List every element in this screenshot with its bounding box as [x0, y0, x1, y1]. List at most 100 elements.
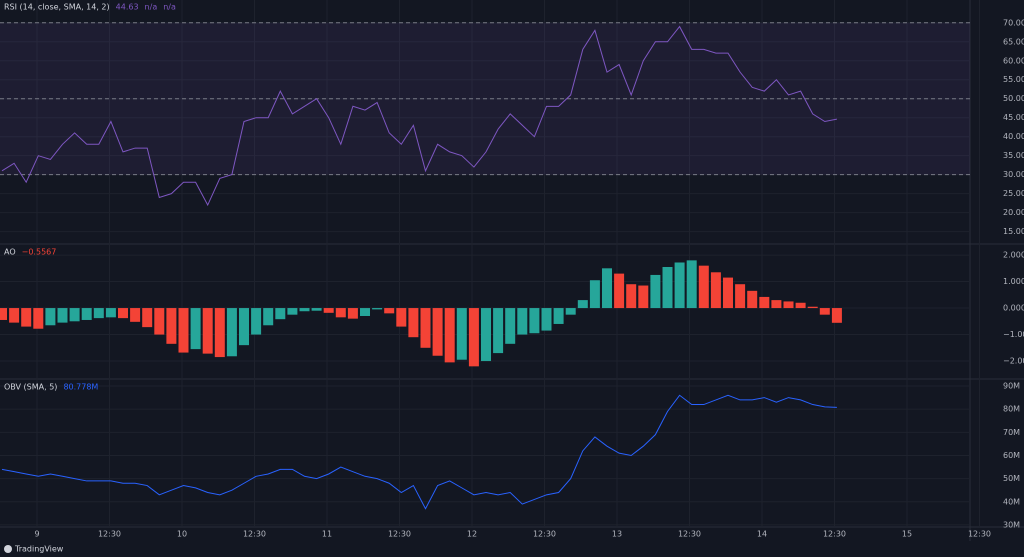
ao-bar [468, 308, 479, 367]
ao-bar [118, 308, 128, 319]
ao-bar [698, 265, 709, 309]
x-tick-label: 15 [902, 530, 912, 539]
ao-bar [650, 274, 661, 309]
ao-bar [263, 308, 274, 326]
y-tick-label: 60M [1003, 451, 1020, 460]
ao-bar [178, 308, 189, 353]
ao-bar [456, 308, 467, 360]
y-tick-label: 30.00 [1003, 170, 1024, 179]
ao-bar [602, 268, 612, 309]
y-tick-label: 25.00 [1003, 189, 1024, 198]
x-tick-label: 12:30 [243, 530, 266, 539]
series-line [1, 394, 837, 510]
legend-title: RSI (14, close, SMA, 14, 2) [4, 3, 110, 12]
ao-bar [771, 300, 782, 309]
ao-bar [819, 308, 830, 315]
ao-bar [541, 308, 552, 331]
ao-bar [142, 308, 153, 328]
ao-bar [347, 308, 358, 319]
ao-bar [553, 308, 564, 324]
ao-bar [81, 308, 92, 320]
ao-bar [130, 308, 141, 322]
ao-bar [674, 262, 685, 309]
ao-bar [0, 308, 7, 320]
y-tick-label: 45.00 [1003, 113, 1024, 122]
ao-bar [372, 308, 383, 310]
ao-bar [408, 308, 419, 338]
y-tick-label: 80M [1003, 405, 1020, 414]
ao-bar [517, 308, 528, 335]
legend-title: OBV (SMA, 5) [4, 383, 57, 392]
ao-bar [57, 308, 68, 323]
ao-bar [9, 308, 20, 323]
legend-title: AO [4, 248, 16, 257]
x-tick-label: 12:30 [968, 530, 991, 539]
y-tick-label: 50M [1003, 474, 1020, 483]
ao-bar [335, 308, 346, 318]
ao-bar [166, 308, 177, 344]
y-tick-label: 55.00 [1003, 75, 1024, 84]
ao-bar [420, 308, 431, 348]
ao-bar [93, 308, 104, 319]
y-tick-label: 90M [1003, 382, 1020, 391]
ao-bar [662, 266, 673, 309]
legend-value: 44.63 [116, 3, 139, 12]
ao-bar [783, 301, 794, 309]
series-line [1, 25, 837, 207]
y-tick-label: 70.00 [1003, 18, 1024, 27]
x-tick-label: 12:30 [823, 530, 846, 539]
x-tick-label: 10 [177, 530, 187, 539]
x-tick-label: 12:30 [533, 530, 556, 539]
legend-value: 80.778M [63, 383, 98, 392]
x-tick-label: 12 [467, 530, 477, 539]
ao-bar [287, 308, 298, 315]
ao-bar [105, 308, 116, 318]
x-tick-label: 11 [322, 530, 332, 539]
y-tick-label: 50.00 [1003, 94, 1024, 103]
x-tick-label: 12:30 [678, 530, 701, 539]
ao-bar [565, 308, 576, 315]
ao-bar [747, 290, 758, 309]
brand-logo [4, 545, 12, 553]
ao-bar [45, 308, 56, 326]
y-tick-label: 40M [1003, 497, 1020, 506]
ao-bar [481, 308, 491, 362]
ao-bar [311, 308, 322, 311]
ao-bar [239, 308, 249, 346]
y-tick-label: 15.00 [1003, 227, 1024, 236]
ao-bar [190, 308, 201, 350]
ao-bar [493, 308, 504, 354]
ao-bar [686, 260, 697, 309]
ao-bar [384, 308, 395, 314]
y-tick-label: 70M [1003, 428, 1020, 437]
y-tick-label: 60.00 [1003, 56, 1024, 65]
ao-bar [735, 284, 746, 309]
ao-bar [323, 308, 334, 313]
ao-bar [396, 308, 407, 327]
ao-bar [69, 308, 80, 322]
ao-bar [505, 308, 516, 344]
y-tick-label: 40.00 [1003, 132, 1024, 141]
legend-value: n/a [145, 3, 158, 12]
ao-bar [710, 272, 721, 309]
x-tick-label: 13 [612, 530, 622, 539]
ao-bar [226, 308, 237, 357]
ao-bar [444, 308, 455, 363]
y-tick-label: 30M [1003, 520, 1020, 529]
y-tick-label: 65.00 [1003, 37, 1024, 46]
ao-bar [202, 308, 213, 354]
brand: TradingView [14, 545, 64, 554]
ao-bar [432, 308, 443, 356]
ao-bar [759, 296, 770, 309]
ao-bar [723, 277, 733, 309]
x-tick-label: 12:30 [98, 530, 121, 539]
ao-bar [614, 273, 625, 309]
x-tick-label: 9 [34, 530, 39, 539]
ao-bar [626, 284, 637, 309]
